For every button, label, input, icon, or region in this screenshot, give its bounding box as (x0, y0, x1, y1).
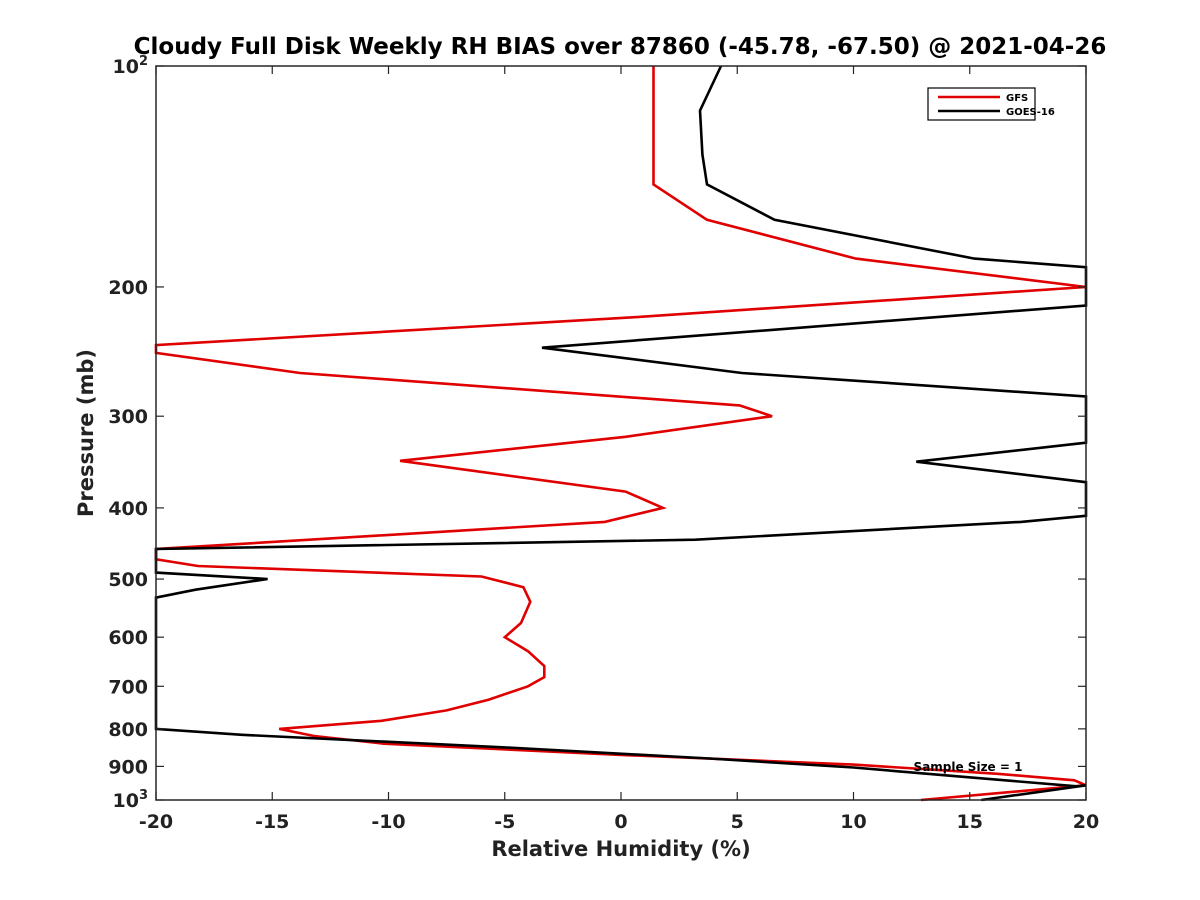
y-tick-label: 900 (108, 756, 148, 778)
y-tick-label: 700 (108, 676, 148, 698)
plot-frame (155, 65, 1087, 801)
y-tick-label: 103 (113, 788, 149, 812)
x-tick-label: 0 (614, 811, 627, 833)
y-tick-label: 500 (108, 569, 148, 591)
legend: GFS GOES-16 (927, 87, 1055, 121)
series-line-gfs (154, 66, 1087, 802)
y-tick-label: 300 (108, 406, 148, 428)
x-tick-label: 5 (731, 811, 744, 833)
x-tick-label: -15 (255, 811, 289, 833)
chart-title: Cloudy Full Disk Weekly RH BIAS over 878… (134, 34, 1107, 60)
y-tick-label: 800 (108, 719, 148, 741)
x-tick-label: -10 (371, 811, 405, 833)
y-tick-label: 600 (108, 627, 148, 649)
ticks-layer: -20 -15 -10 -5 0 5 10 15 20 102 200 300 400 500 600 700… (108, 54, 1099, 833)
series-line-goes-16 (154, 65, 1088, 802)
series-layer (154, 65, 1088, 802)
x-tick-label: 20 (1073, 811, 1099, 833)
x-tick-label: -5 (494, 811, 515, 833)
x-tick-label: 10 (840, 811, 866, 833)
legend-label-goes-16: GOES-16 (1006, 107, 1055, 118)
legend-label-gfs: GFS (1006, 93, 1028, 104)
x-axis-label: Relative Humidity (%) (491, 837, 750, 861)
sample-size-annotation: Sample Size = 1 (914, 760, 1023, 774)
y-tick-label: 200 (108, 277, 148, 299)
legend-box (927, 87, 1036, 121)
y-axis-label: Pressure (mb) (74, 349, 98, 517)
x-tick-label: -20 (139, 811, 173, 833)
x-tick-label: 15 (957, 811, 983, 833)
y-tick-label: 400 (108, 498, 148, 520)
y-tick-label: 102 (113, 54, 149, 78)
